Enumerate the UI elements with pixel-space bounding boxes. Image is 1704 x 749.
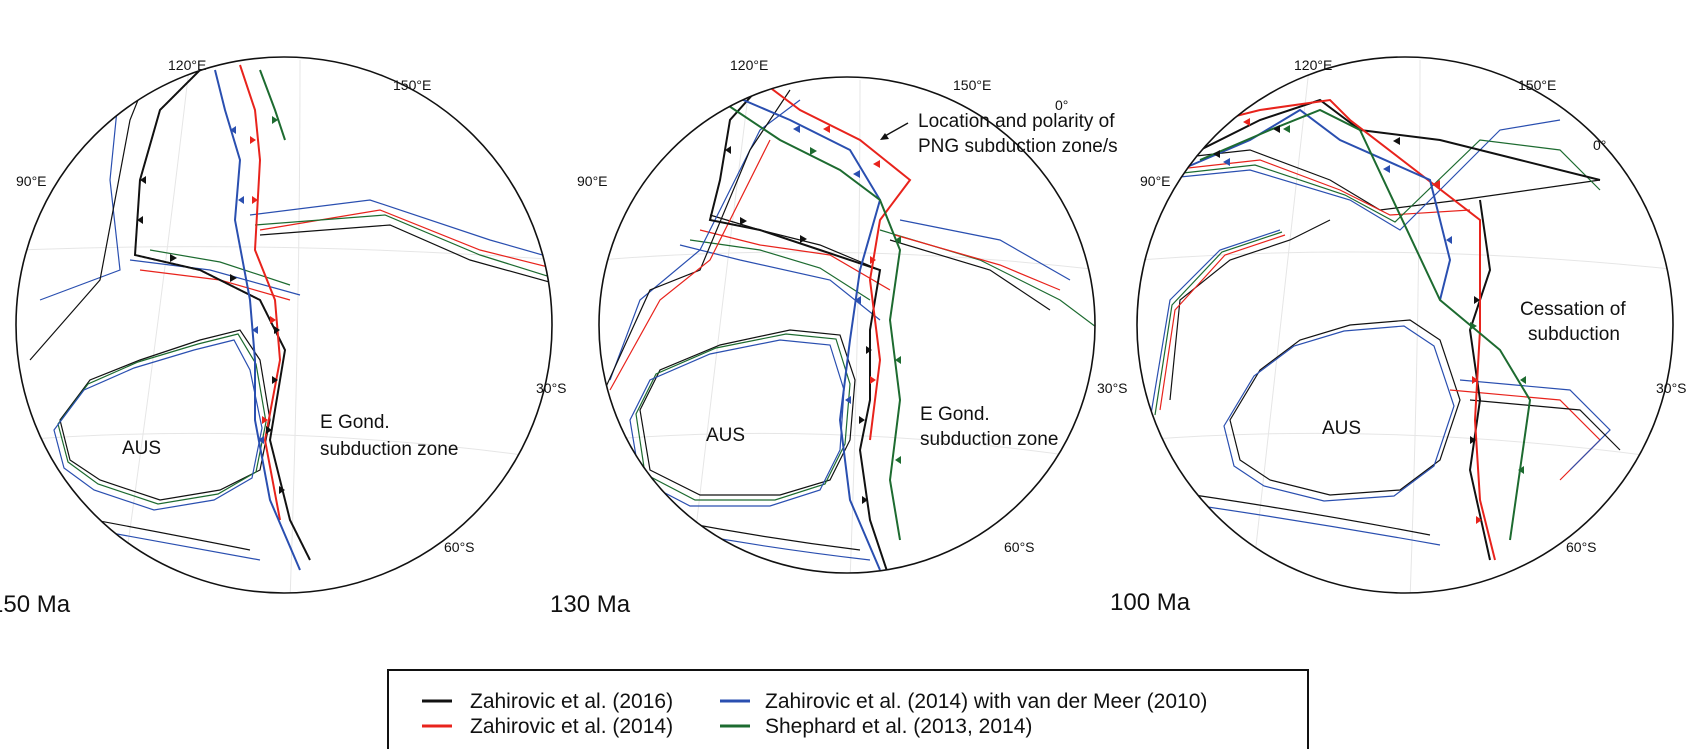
- aus-coastline-green: [635, 333, 851, 501]
- subduction-zone-red: [1179, 98, 1496, 561]
- age-label: 130 Ma: [550, 591, 631, 618]
- tick-150e: 150°E: [953, 77, 991, 93]
- map-content-100ma: [1139, 59, 1673, 593]
- legend: Zahirovic et al. (2016) Zahirovic et al.…: [387, 669, 1309, 749]
- continent-label: AUS: [1322, 418, 1361, 439]
- map-panel-100ma: 120°E 150°E 90°E 30°S 60°S AUS Cessation…: [1110, 56, 1687, 616]
- tick-150e: 150°E: [1518, 77, 1556, 93]
- aus-coastline-black: [59, 329, 271, 501]
- subduction-zones: [133, 64, 311, 571]
- subduction-zone-black: [1139, 98, 1601, 181]
- legend-item: Zahirovic et al. (2016): [422, 690, 673, 713]
- tick-0: 0°: [1055, 97, 1068, 113]
- aus-coastline-blue: [53, 339, 263, 511]
- globe-outline: [15, 56, 553, 594]
- subduction-zone-green: [719, 99, 902, 541]
- tick-30s: 30°S: [1656, 380, 1687, 396]
- tick-120e: 120°E: [168, 57, 206, 73]
- tick-90e: 90°E: [1140, 173, 1171, 189]
- annotation-label: subduction zone: [320, 439, 458, 460]
- aus-coastline-black: [1229, 319, 1461, 496]
- map-content-130ma: [599, 77, 1095, 573]
- globe-outline: [1136, 56, 1674, 594]
- subduction-zone-blue: [1179, 108, 1452, 301]
- subduction-zone-blue: [719, 89, 882, 571]
- annotation-label: subduction: [1528, 324, 1620, 345]
- aus-coastline-green: [57, 333, 267, 505]
- age-label: 150 Ma: [0, 591, 71, 618]
- legend-label: Zahirovic et al. (2014) with van der Mee…: [765, 690, 1207, 713]
- tick-30s: 30°S: [536, 380, 567, 396]
- map-panel-150ma: 120°E 150°E 90°E 30°S 60°S AUS E Gond. s…: [0, 56, 567, 618]
- subduction-teeth: [137, 116, 285, 494]
- annotation-label: E Gond.: [320, 412, 390, 433]
- tick-60s: 60°S: [1566, 539, 1597, 555]
- tick-30s: 30°S: [1097, 380, 1128, 396]
- subduction-zones: [708, 77, 912, 573]
- subduction-zone-green: [1199, 108, 1532, 541]
- annotation-label: E Gond.: [920, 404, 990, 425]
- age-label: 100 Ma: [1110, 589, 1191, 616]
- subduction-zone-green: [259, 69, 286, 141]
- map-panel-130ma: 120°E 150°E 90°E 30°S 60°S AUS E Gond. s…: [550, 57, 1128, 618]
- annotation-label: PNG subduction zone/s: [918, 136, 1118, 157]
- graticule: [599, 79, 1095, 573]
- annotation-label: Cessation of: [1520, 299, 1626, 320]
- globe-outline: [598, 76, 1096, 574]
- aus-coastline-black: [639, 329, 856, 496]
- aus-coastline-blue: [1223, 325, 1455, 502]
- subduction-zone-black: [708, 77, 891, 573]
- tick-90e: 90°E: [16, 173, 47, 189]
- tick-150e: 150°E: [393, 77, 431, 93]
- annotation-label: Location and polarity of: [918, 111, 1115, 132]
- tick-60s: 60°S: [1004, 539, 1035, 555]
- annotation-label: subduction zone: [920, 429, 1058, 450]
- tick-0: 0°: [1593, 137, 1606, 153]
- tick-120e: 120°E: [730, 57, 768, 73]
- legend-item: Zahirovic et al. (2014): [422, 715, 673, 738]
- legend-label: Shephard et al. (2013, 2014): [765, 715, 1032, 738]
- continent-label: AUS: [122, 438, 161, 459]
- subduction-zone-black-south: [1468, 199, 1492, 561]
- aus-coastline-blue: [629, 339, 845, 507]
- subduction-zone-black: [133, 69, 311, 561]
- subduction-zone-red: [239, 64, 282, 521]
- legend-item: Shephard et al. (2013, 2014): [720, 715, 1032, 738]
- antarctic-margin: [39, 519, 261, 561]
- continent-label: AUS: [706, 425, 745, 446]
- tick-120e: 120°E: [1294, 57, 1332, 73]
- coastlines: [599, 89, 1095, 561]
- legend-label: Zahirovic et al. (2016): [470, 690, 673, 713]
- legend-item: Zahirovic et al. (2014) with van der Mee…: [720, 690, 1207, 713]
- tick-60s: 60°S: [444, 539, 475, 555]
- legend-box: [387, 669, 1309, 749]
- subduction-zones: [1139, 98, 1601, 561]
- subduction-zone-red: [759, 79, 912, 441]
- tick-90e: 90°E: [577, 173, 608, 189]
- annotation-arrow: [880, 122, 909, 140]
- legend-label: Zahirovic et al. (2014): [470, 715, 673, 738]
- subduction-zone-blue: [214, 69, 301, 571]
- graticule: [19, 59, 552, 593]
- coastlines: [1149, 119, 1621, 546]
